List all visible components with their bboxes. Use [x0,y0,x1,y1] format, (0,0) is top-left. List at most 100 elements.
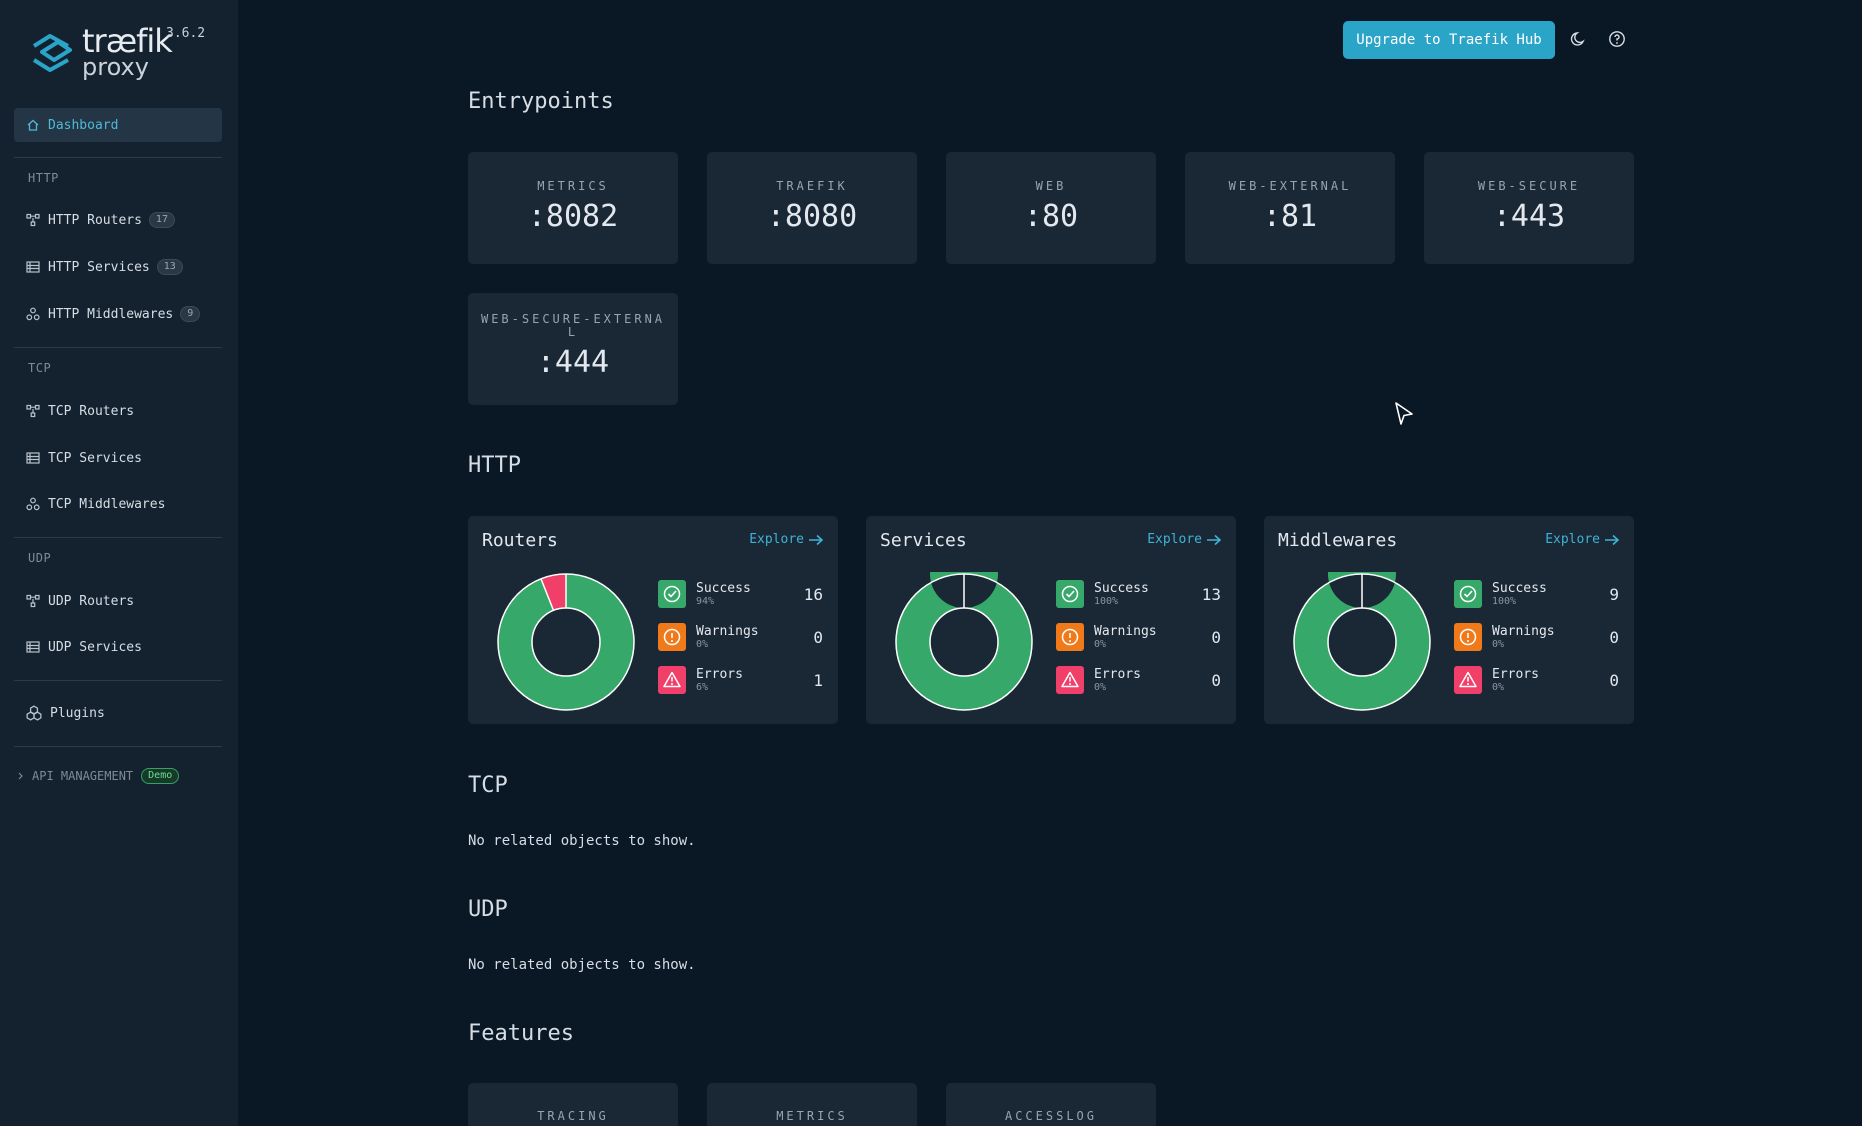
udp-empty-message: No related objects to show. [468,957,696,973]
chevron-right-icon [16,769,26,783]
warnings-count: 0 [1211,628,1221,647]
explore-label: Explore [1545,532,1600,547]
errors-row: Errors 0% 0 [1056,666,1221,696]
check-circle-icon [658,580,686,608]
explore-label: Explore [749,532,804,547]
warnings-row: Warnings 0% 0 [658,623,823,653]
traefik-logo[interactable]: træfik proxy 3.6.2 [28,24,218,84]
explore-link[interactable]: Explore [1147,532,1222,547]
traefik-logo-icon [32,34,72,72]
nav-dashboard[interactable]: Dashboard [14,108,222,142]
entrypoint-port: :80 [1023,199,1079,234]
errors-pct: 0% [1492,682,1505,693]
services-icon [26,451,40,465]
nav-api-management-label: API MANAGEMENT [32,769,134,783]
donut-inner-ring [531,607,601,677]
routers-card: Routers Explore Success 94% 16 Warnings … [468,516,838,724]
entrypoint-name: WEB [1035,179,1067,193]
brand-name: træfik [82,22,173,60]
error-triangle-icon [1454,666,1482,694]
tcp-heading: TCP [468,773,508,798]
section-tcp-label: TCP [28,361,52,375]
moon-icon[interactable] [1569,30,1587,48]
nav-http-services[interactable]: HTTP Services 13 [14,250,222,284]
plugins-icon [26,705,42,721]
nav-udp-services[interactable]: UDP Services [14,630,222,664]
nav-http-middlewares[interactable]: HTTP Middlewares 9 [14,297,222,331]
feature-card: TRACING [468,1083,678,1126]
success-count: 13 [1201,585,1221,604]
success-label: Success [696,581,751,596]
entrypoints-heading: Entrypoints [468,89,614,114]
nav-tcp-services[interactable]: TCP Services [14,441,222,475]
sidebar-divider [14,347,222,348]
upgrade-button[interactable]: Upgrade to Traefik Hub [1343,21,1555,59]
middleware-icon [26,307,40,321]
nav-http-routers-label: HTTP Routers [48,212,142,228]
nav-udp-routers-label: UDP Routers [48,593,135,609]
demo-badge: Demo [141,768,180,784]
errors-label: Errors [1094,667,1141,682]
warnings-row: Warnings 0% 0 [1056,623,1221,653]
success-count: 9 [1609,585,1619,604]
explore-link[interactable]: Explore [1545,532,1620,547]
entrypoint-port: :443 [1492,199,1566,234]
brand-product: proxy [82,53,149,81]
sidebar-divider [14,157,222,158]
status-donut [1293,572,1431,711]
entrypoint-name: METRICS [537,179,609,193]
warnings-label: Warnings [696,624,759,639]
warning-circle-icon [658,623,686,651]
errors-label: Errors [696,667,743,682]
success-pct: 94% [696,596,715,607]
router-icon [26,404,40,418]
nav-plugins[interactable]: Plugins [14,696,222,730]
nav-http-services-label: HTTP Services [48,259,150,275]
tcp-empty-message: No related objects to show. [468,833,696,849]
entrypoint-port: :8080 [766,199,858,234]
http-heading: HTTP [468,453,521,478]
errors-count: 0 [1211,671,1221,690]
feature-name: METRICS [776,1109,848,1123]
http-services-count-badge: 13 [156,259,183,275]
router-icon [26,594,40,608]
section-udp-label: UDP [28,551,52,565]
help-icon[interactable] [1608,30,1626,48]
warnings-pct: 0% [1094,639,1107,650]
warnings-count: 0 [1609,628,1619,647]
warnings-pct: 0% [696,639,709,650]
entrypoint-card: WEB-EXTERNAL :81 [1185,152,1395,264]
nav-tcp-routers[interactable]: TCP Routers [14,394,222,428]
router-icon [26,213,40,227]
errors-row: Errors 0% 0 [1454,666,1619,696]
services-card: Services Explore Success 100% 13 Warning… [866,516,1236,724]
feature-card: ACCESSLOG [946,1083,1156,1126]
entrypoint-card: METRICS :8082 [468,152,678,264]
errors-row: Errors 6% 1 [658,666,823,696]
http-middlewares-count-badge: 9 [180,306,201,322]
entrypoint-card: TRAEFIK :8080 [707,152,917,264]
errors-label: Errors [1492,667,1539,682]
nav-tcp-routers-label: TCP Routers [48,403,135,419]
sidebar-divider [14,537,222,538]
nav-udp-routers[interactable]: UDP Routers [14,584,222,618]
nav-tcp-middlewares[interactable]: TCP Middlewares [14,487,222,521]
warnings-count: 0 [813,628,823,647]
entrypoint-name: WEB-SECURE-EXTERNAL [480,312,666,339]
nav-http-routers[interactable]: HTTP Routers 17 [14,203,222,237]
success-label: Success [1492,581,1547,596]
explore-link[interactable]: Explore [749,532,824,547]
warnings-row: Warnings 0% 0 [1454,623,1619,653]
services-icon [26,260,40,274]
feature-name: TRACING [537,1109,609,1123]
http-routers-count-badge: 17 [148,212,175,228]
nav-api-management[interactable]: API MANAGEMENT Demo [12,759,220,793]
feature-name: ACCESSLOG [1004,1109,1098,1123]
donut-divider [540,578,555,611]
card-title: Routers [482,530,558,551]
entrypoint-port: :81 [1262,199,1318,234]
entrypoint-port: :8082 [527,199,619,234]
card-title: Middlewares [1278,530,1398,551]
errors-pct: 6% [696,682,709,693]
warnings-pct: 0% [1492,639,1505,650]
